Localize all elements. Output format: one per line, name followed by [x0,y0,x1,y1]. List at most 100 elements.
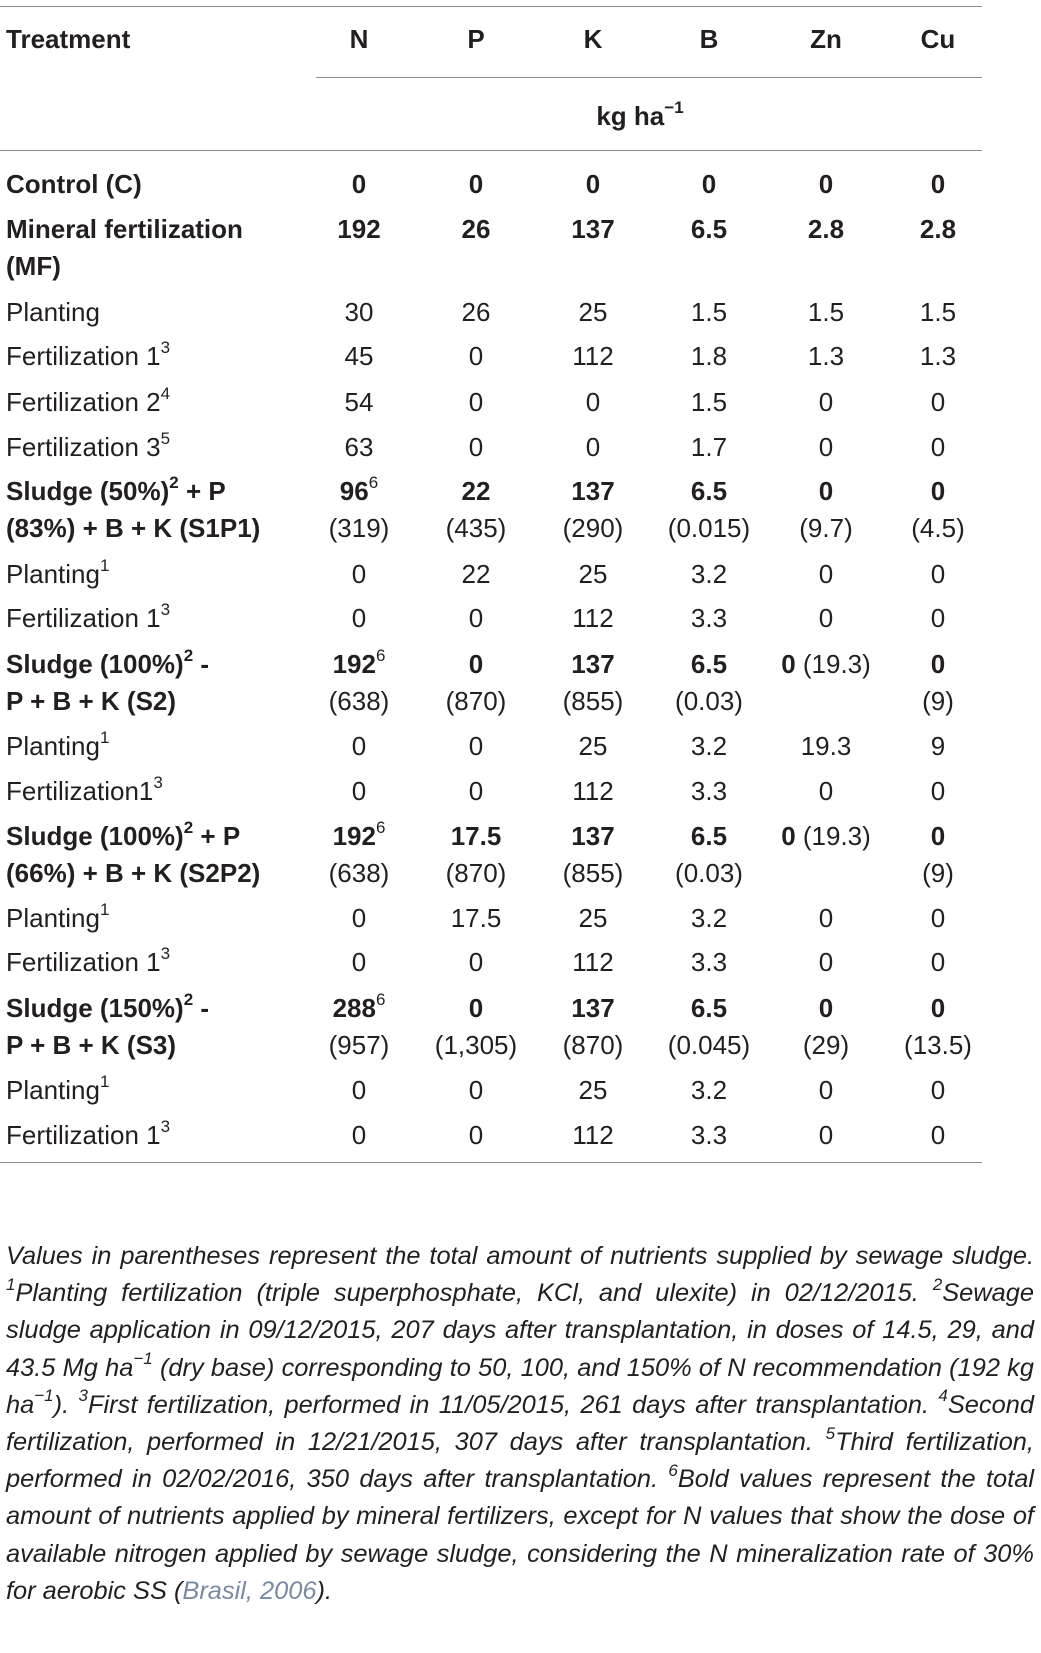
value-text: 137 [571,821,615,851]
row-label: Control (C) [6,165,142,203]
footnote-text: First fertilization, performed in 11/05/… [88,1390,939,1419]
value-text: 0 [351,1120,367,1150]
value-cu: 0 [873,817,1003,855]
paren-value-b: (0.015) [667,513,751,543]
value-text: 3.2 [690,559,728,589]
row-label-text: Planting [6,903,100,933]
value-k: 137 [528,210,658,248]
value-k: 25 [528,293,658,331]
paren-value-zn: (9.7) [799,513,853,543]
value-text: 0 [468,341,484,371]
row-label: Planting [6,293,100,331]
paren-value-cu: (13.5) [904,1030,972,1060]
value-text: 0 [585,387,601,417]
value-paren-inline: (19.3) [795,821,871,851]
footnote-exp: −1 [133,1349,153,1369]
value-text: 0 [351,169,367,199]
header-col-p: P [467,24,485,54]
value-text: 17.5 [450,903,502,933]
value-n: 1926 [294,817,424,855]
row-label-text: Sludge (100%) [6,821,184,851]
row-label-footnote-mark: 3 [153,773,163,793]
value-p: 26 [411,210,541,248]
value-k: 112 [528,943,658,981]
value-text: 112 [572,603,614,633]
value-text: 3.3 [690,947,728,977]
value-cu: 0 [873,943,1003,981]
footnote-text: Second fertilization, performed in 12/21… [6,1390,1034,1457]
paren-value-p: (435) [445,513,507,543]
value-b: 1.5 [644,383,774,421]
row-label-line2: (66%) + B + K (S2P2) [6,858,261,888]
row-label-text: Mineral fertilization [6,214,243,244]
value-n: 0 [294,165,424,203]
value-p: 22 [411,555,541,593]
value-b: 3.2 [644,727,774,765]
value-text: 45 [344,341,374,371]
value-paren-inline: (19.3) [795,649,871,679]
value-zn: 0 [761,899,891,937]
paren-value-n: (957) [328,1030,390,1060]
row-label-text: Planting [6,559,100,589]
value-text: 0 [818,947,834,977]
value-text: 30 [344,297,374,327]
value-text: 3.3 [690,776,728,806]
value-text: 1.5 [807,297,845,327]
value-zn: 0 [761,599,891,637]
value-cu: 9 [873,727,1003,765]
value-text: 0 [351,731,367,761]
value-k: 112 [528,1116,658,1154]
value-text: 1.3 [919,341,957,371]
value-p: 0 [411,727,541,765]
paren-value-n: (319) [328,513,390,543]
row-label-footnote-mark: 2 [183,818,194,838]
value-cu: 0 [873,772,1003,810]
header-col-n: N [349,24,369,54]
citation-link[interactable]: Brasil, 2006 [182,1576,317,1605]
value-text: 137 [571,993,615,1023]
value-text: 2.8 [919,214,957,244]
value-text: 0 [351,1075,367,1105]
value-text: 19.3 [800,731,852,761]
row-label-text: Fertilization 1 [6,603,161,633]
value-text: 1.3 [807,341,845,371]
value-footnote-mark: 6 [375,990,386,1010]
paren-value-b: (0.03) [675,686,743,716]
paren-value-n: (638) [328,858,390,888]
value-text: 1.5 [690,297,728,327]
row-label-text: - [193,993,210,1023]
header-col-k: K [583,24,603,54]
value-n: 45 [294,337,424,375]
value-text: 0 [818,776,834,806]
value-text: 25 [578,903,608,933]
value-k: 137 [528,472,658,510]
value-text: 0 [468,947,484,977]
value-k: 137 [528,817,658,855]
value-k: 112 [528,337,658,375]
value-zn: 0 [761,1116,891,1154]
footnote-mark: 6 [668,1460,678,1480]
value-b: 3.2 [644,1071,774,1109]
value-text: 96 [339,476,369,506]
value-zn: 0 [761,555,891,593]
value-n: 63 [294,428,424,466]
value-text: 0 [818,603,834,633]
paren-value-p: (870) [445,858,507,888]
value-zn: 0 [761,165,891,203]
value-zn: 1.5 [761,293,891,331]
value-zn: 0 [761,428,891,466]
value-text: 137 [571,214,615,244]
value-cu: 1.5 [873,293,1003,331]
value-text: 0 [818,903,834,933]
row-label-line2: P + B + K (S3) [6,1030,177,1060]
value-text: 2.8 [807,214,845,244]
value-text: 0 [930,903,946,933]
row-label-text: Sludge (150%) [6,993,184,1023]
header-sub-rule [316,77,982,78]
value-cu: 0 [873,555,1003,593]
paren-value-b: (0.045) [667,1030,751,1060]
value-text: 22 [461,559,491,589]
value-cu: 0 [873,899,1003,937]
value-zn: 1.3 [761,337,891,375]
value-b: 3.2 [644,555,774,593]
